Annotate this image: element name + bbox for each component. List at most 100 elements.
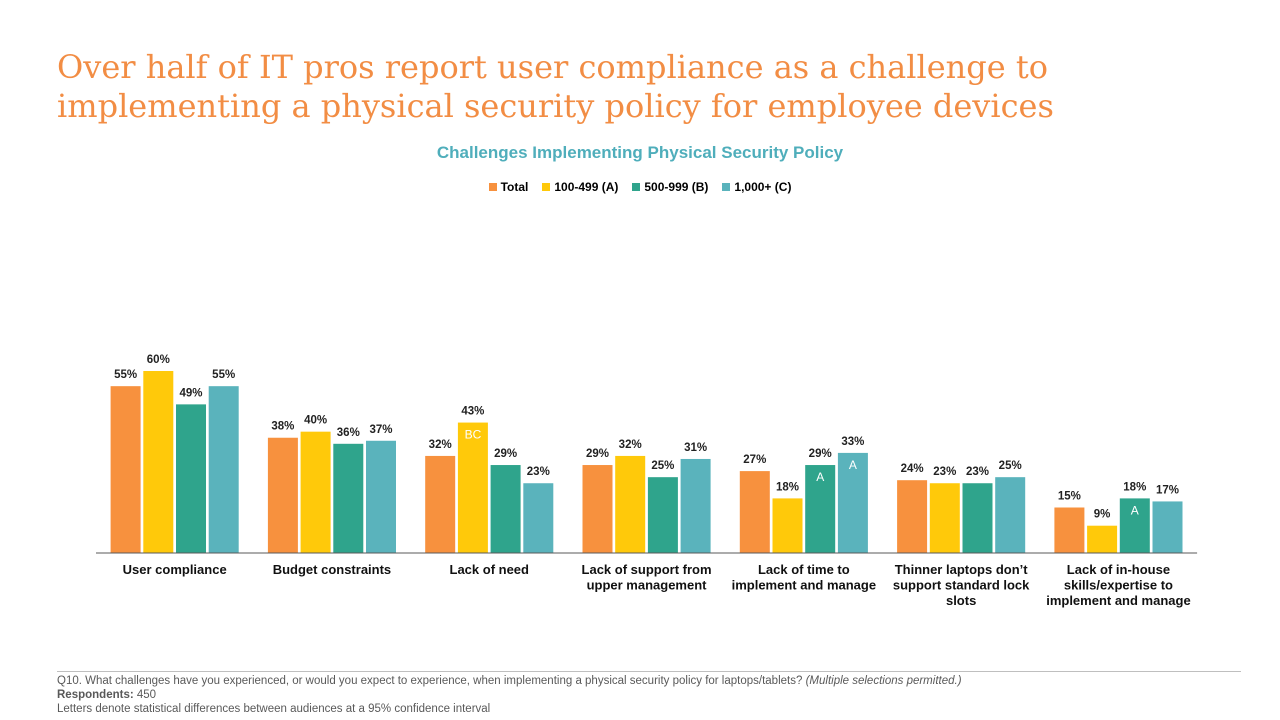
- sig-letter-4-2: A: [816, 470, 824, 484]
- category-label-line: support standard lock: [893, 578, 1030, 593]
- bar-6-0: [1054, 507, 1085, 553]
- data-label-3-0: 29%: [586, 448, 609, 460]
- data-label-5-2: 23%: [966, 466, 989, 478]
- bar-4-2: [805, 465, 836, 553]
- bar-3-3: [680, 458, 711, 553]
- data-label-0-3: 55%: [212, 369, 235, 381]
- category-label-line: implement and manage: [732, 578, 876, 593]
- data-label-4-2: 29%: [809, 448, 832, 460]
- category-label-5: Thinner laptops don’t support standard lo…: [893, 562, 1030, 608]
- legend-label-1000-plus: 1,000+ (C): [734, 180, 792, 194]
- category-label-line: implement and manage: [1046, 593, 1190, 608]
- data-label-2-2: 29%: [494, 448, 517, 460]
- chart-title: Challenges Implementing Physical Securit…: [436, 143, 844, 162]
- category-label-line: Budget constraints: [273, 562, 391, 577]
- data-label-6-1: 9%: [1094, 509, 1111, 521]
- data-label-1-3: 37%: [369, 424, 392, 436]
- category-label-3: Lack of support from upper management: [582, 562, 712, 593]
- category-label-1: Budget constraints: [273, 562, 391, 577]
- bar-5-2: [962, 483, 993, 553]
- bar-4-3: [837, 452, 868, 553]
- category-label-line: slots: [946, 593, 976, 608]
- sig-letter-2-1: BC: [465, 428, 482, 442]
- data-label-2-1: 43%: [461, 406, 484, 418]
- data-label-4-3: 33%: [841, 436, 864, 448]
- data-label-0-1: 60%: [147, 354, 170, 366]
- data-label-0-0: 55%: [114, 369, 137, 381]
- footer-notes: Q10. What challenges have you experience…: [57, 674, 1241, 716]
- footer-divider: [57, 671, 1241, 672]
- data-label-1-0: 38%: [271, 421, 294, 433]
- legend-label-total: Total: [500, 180, 529, 194]
- bar-2-1: [457, 422, 488, 553]
- legend-swatch-1000-plus: [722, 183, 731, 191]
- bar-0-2: [176, 404, 206, 553]
- category-label-line: Lack of need: [450, 562, 530, 577]
- bar-1-0: [267, 437, 298, 553]
- category-label-line: Thinner laptops don’t: [895, 562, 1029, 577]
- category-label-6: Lack of in-house skills/expertise to imple…: [1046, 562, 1190, 608]
- bar-2-0: [425, 455, 456, 553]
- data-label-3-3: 31%: [684, 442, 707, 454]
- data-label-0-2: 49%: [179, 387, 202, 399]
- data-label-1-1: 40%: [304, 415, 327, 427]
- bar-1-3: [366, 440, 396, 553]
- bar-0-3: [208, 386, 239, 553]
- footer-respondents-label: Respondents:: [57, 689, 134, 701]
- data-label-6-0: 15%: [1058, 491, 1081, 503]
- bar-6-1: [1087, 525, 1118, 553]
- data-label-2-0: 32%: [429, 439, 452, 451]
- data-label-6-3: 17%: [1156, 484, 1179, 496]
- category-label-line: User compliance: [123, 562, 227, 577]
- legend-swatch-total: [488, 183, 497, 191]
- category-label-line: skills/expertise to: [1064, 578, 1173, 593]
- bar-3-0: [582, 465, 613, 553]
- legend-swatch-500-999: [632, 183, 641, 191]
- data-label-3-2: 25%: [651, 460, 674, 472]
- page-title: Over half of IT pros report user complia…: [57, 48, 1054, 125]
- category-label-line: upper management: [587, 578, 708, 593]
- bar-0-1: [143, 371, 174, 553]
- bar-5-0: [897, 480, 928, 553]
- footer-note: Letters denote statistical differences b…: [57, 703, 491, 715]
- data-label-5-3: 25%: [999, 460, 1022, 472]
- footer-question: Q10. What challenges have you experience…: [57, 675, 803, 687]
- legend-label-100-499: 100-499 (A): [554, 180, 619, 194]
- data-label-4-1: 18%: [776, 481, 799, 493]
- data-label-4-0: 27%: [743, 454, 766, 466]
- bar-1-1: [300, 431, 331, 553]
- data-label-3-1: 32%: [619, 439, 642, 451]
- data-label-1-2: 36%: [337, 427, 360, 439]
- bar-5-3: [995, 477, 1026, 553]
- bar-2-2: [490, 465, 521, 553]
- bar-4-1: [772, 498, 803, 553]
- bar-1-2: [333, 443, 364, 553]
- bar-0-0: [110, 386, 141, 553]
- category-label-line: Lack of support from: [582, 562, 712, 577]
- legend-item-1000-plus: 1,000+ (C): [722, 180, 791, 194]
- category-label-line: Lack of in-house: [1067, 562, 1170, 577]
- category-label-line: Lack of time to: [758, 562, 850, 577]
- legend-item-500-999: 500-999 (B): [632, 180, 708, 194]
- bar-2-3: [523, 483, 554, 553]
- category-label-0: User compliance: [123, 562, 227, 577]
- category-label-4: Lack of time to implement and manage: [732, 562, 876, 593]
- bar-3-1: [615, 455, 646, 553]
- footer-question-line: Q10. What challenges have you experience…: [57, 674, 1241, 688]
- category-label-2: Lack of need: [450, 562, 530, 577]
- sig-letter-6-2: A: [1131, 503, 1139, 517]
- bar-6-3: [1152, 501, 1183, 553]
- legend-item-100-499: 100-499 (A): [542, 180, 618, 194]
- footer-question-note: (Multiple selections permitted.): [805, 675, 962, 687]
- legend-swatch-100-499: [542, 183, 551, 191]
- legend-label-500-999: 500-999 (B): [644, 180, 709, 194]
- data-label-5-0: 24%: [901, 463, 924, 475]
- footer-respondents-value: 450: [136, 689, 157, 701]
- bar-6-2: [1119, 498, 1150, 553]
- data-label-5-1: 23%: [933, 466, 956, 478]
- bar-3-2: [647, 477, 678, 553]
- data-label-2-3: 23%: [527, 466, 550, 478]
- sig-letter-4-3: A: [849, 458, 857, 472]
- bar-5-1: [929, 483, 960, 553]
